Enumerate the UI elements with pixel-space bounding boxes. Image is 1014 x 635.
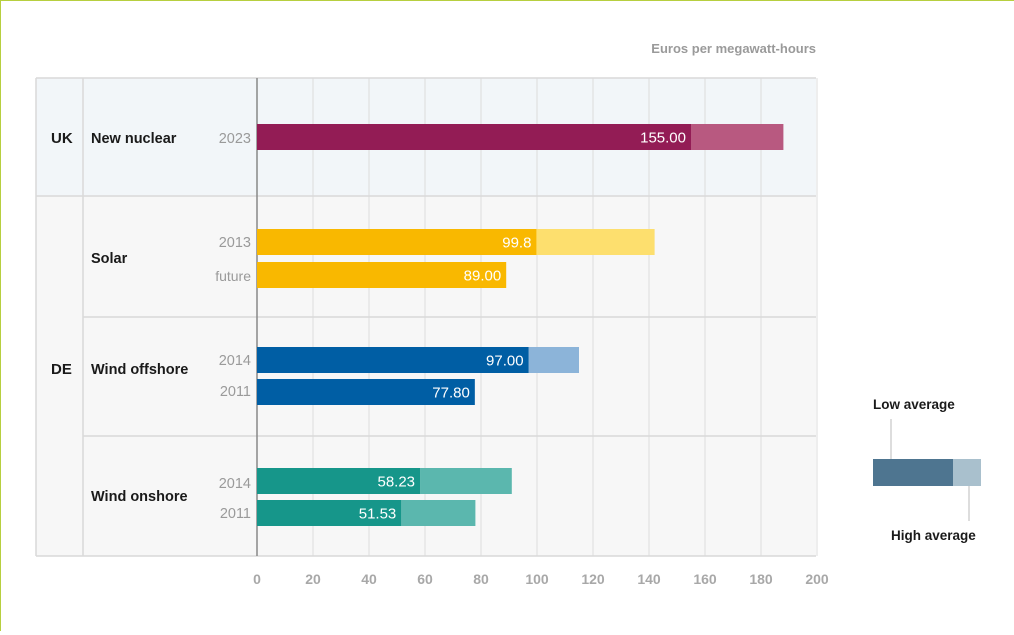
legend: Low average High average (873, 397, 981, 543)
bar-high-average (420, 468, 512, 494)
bar-high-average (401, 500, 476, 526)
bar-value-label: 99.8 (502, 235, 531, 252)
year-label: 2014 (219, 476, 251, 492)
tech-label-solar: Solar (91, 251, 128, 267)
bar-value-label: 51.53 (359, 506, 397, 523)
x-tick-label: 180 (749, 571, 773, 587)
bar-value-label: 58.23 (377, 474, 415, 491)
bar-high-average (691, 124, 784, 150)
year-label: future (215, 268, 251, 284)
x-tick-label: 0 (253, 571, 261, 587)
bar-value-label: 97.00 (486, 353, 524, 370)
x-tick-label: 120 (581, 571, 605, 587)
row-separators (35, 77, 816, 557)
x-tick-label: 200 (805, 571, 829, 587)
x-tick-label: 20 (305, 571, 321, 587)
x-tick-label: 160 (693, 571, 717, 587)
bars: 155.00 99.889.00 97.00 77.80 58.23 51.53 (257, 124, 784, 526)
x-axis-ticks: 0 20 40 60 80 100 120 140 160 180 200 (253, 571, 829, 587)
year-label: 2013 (219, 235, 251, 251)
bar-low-average (257, 500, 402, 526)
bar-low-average (257, 124, 691, 150)
bar-low-average (257, 347, 529, 373)
tech-label-wind-onshore: Wind onshore (91, 489, 188, 505)
country-label-de: DE (51, 361, 72, 378)
legend-high-swatch (953, 459, 981, 486)
unit-label: Euros per megawatt-hours (651, 41, 816, 56)
year-label: 2011 (220, 384, 251, 400)
bar-low-average (257, 262, 507, 288)
legend-low-label: Low average (873, 397, 955, 412)
country-label-uk: UK (51, 130, 73, 147)
bar-high-average (536, 229, 655, 255)
bar-value-label: 89.00 (464, 268, 502, 285)
tech-label-new-nuclear: New nuclear (91, 131, 177, 147)
x-tick-label: 40 (361, 571, 377, 587)
bar-low-average (257, 229, 537, 255)
x-tick-label: 60 (417, 571, 433, 587)
legend-high-label: High average (891, 528, 976, 543)
x-tick-label: 80 (473, 571, 489, 587)
tech-label-wind-offshore: Wind offshore (91, 362, 188, 378)
de-band (36, 196, 816, 556)
bar-low-average (257, 468, 421, 494)
x-tick-label: 100 (525, 571, 549, 587)
bar-high-average (528, 347, 579, 373)
legend-low-swatch (873, 459, 953, 486)
year-label: 2011 (220, 506, 251, 522)
year-label: 2023 (219, 131, 251, 147)
bar-value-label: 77.80 (432, 385, 470, 402)
year-label: 2014 (219, 353, 251, 369)
bar-low-average (257, 379, 475, 405)
bar-value-label: 155.00 (640, 130, 686, 147)
x-tick-label: 140 (637, 571, 661, 587)
